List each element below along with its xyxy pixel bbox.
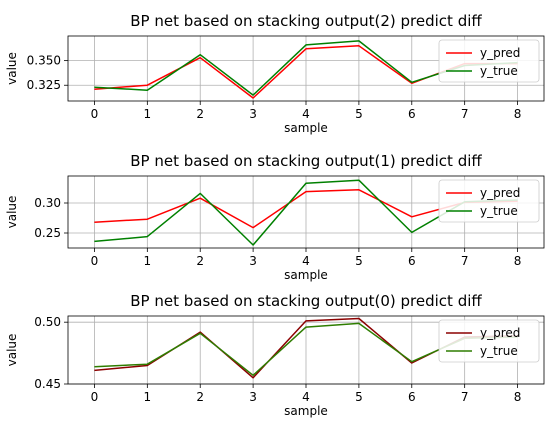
- x-tick-label: 5: [355, 254, 363, 268]
- x-tick-label: 4: [302, 107, 310, 121]
- y-tick-label: 0.350: [27, 54, 61, 68]
- x-tick-label: 1: [144, 107, 152, 121]
- x-tick-label: 2: [196, 390, 204, 404]
- x-tick-label: 6: [408, 254, 416, 268]
- legend: y_pred y_true: [438, 319, 540, 363]
- x-axis-label: sample: [284, 121, 328, 135]
- x-tick-label: 4: [302, 254, 310, 268]
- x-tick-label: 3: [249, 390, 257, 404]
- x-tick-label: 3: [249, 254, 257, 268]
- legend-label-y_true: y_true: [480, 204, 518, 218]
- x-tick-label: 7: [461, 107, 469, 121]
- y-tick-label: 0.25: [34, 226, 61, 240]
- x-tick-label: 8: [514, 390, 522, 404]
- x-tick-label: 1: [144, 390, 152, 404]
- x-tick-label: 2: [196, 254, 204, 268]
- x-tick-label: 5: [355, 390, 363, 404]
- x-tick-label: 7: [461, 390, 469, 404]
- chart-title: BP net based on stacking output(0) predi…: [130, 292, 482, 310]
- x-tick-label: 6: [408, 107, 416, 121]
- x-tick-label: 0: [91, 107, 99, 121]
- y-axis-label: value: [5, 52, 19, 85]
- x-tick-label: 8: [514, 107, 522, 121]
- x-tick-label: 2: [196, 107, 204, 121]
- x-tick-label: 8: [514, 254, 522, 268]
- legend-label-y_true: y_true: [480, 64, 518, 78]
- x-tick-label: 5: [355, 107, 363, 121]
- y-tick-label: 0.45: [34, 377, 61, 391]
- legend-label-y_pred: y_pred: [480, 186, 520, 200]
- y-axis-label: value: [5, 334, 19, 367]
- x-axis-label: sample: [284, 404, 328, 418]
- y-tick-label: 0.30: [34, 196, 61, 210]
- y-tick-label: 0.50: [34, 315, 61, 329]
- x-tick-label: 0: [91, 254, 99, 268]
- y-axis-label: value: [5, 196, 19, 229]
- legend: y_pred y_true: [438, 179, 540, 223]
- x-tick-label: 7: [461, 254, 469, 268]
- legend: y_pred y_true: [438, 39, 540, 83]
- chart-title: BP net based on stacking output(1) predi…: [130, 152, 482, 170]
- legend-label-y_true: y_true: [480, 344, 518, 358]
- subplot-3: BP net based on stacking output(0) predi…: [5, 292, 545, 418]
- legend-label-y_pred: y_pred: [480, 326, 520, 340]
- x-tick-label: 6: [408, 390, 416, 404]
- chart-title: BP net based on stacking output(2) predi…: [130, 12, 482, 30]
- x-tick-label: 3: [249, 107, 257, 121]
- x-tick-label: 1: [144, 254, 152, 268]
- subplot-2: BP net based on stacking output(1) predi…: [5, 152, 545, 282]
- x-axis-label: sample: [284, 268, 328, 282]
- x-tick-label: 0: [91, 390, 99, 404]
- x-tick-label: 4: [302, 390, 310, 404]
- legend-label-y_pred: y_pred: [480, 46, 520, 60]
- y-tick-label: 0.325: [27, 78, 61, 92]
- subplot-1: BP net based on stacking output(2) predi…: [5, 12, 545, 135]
